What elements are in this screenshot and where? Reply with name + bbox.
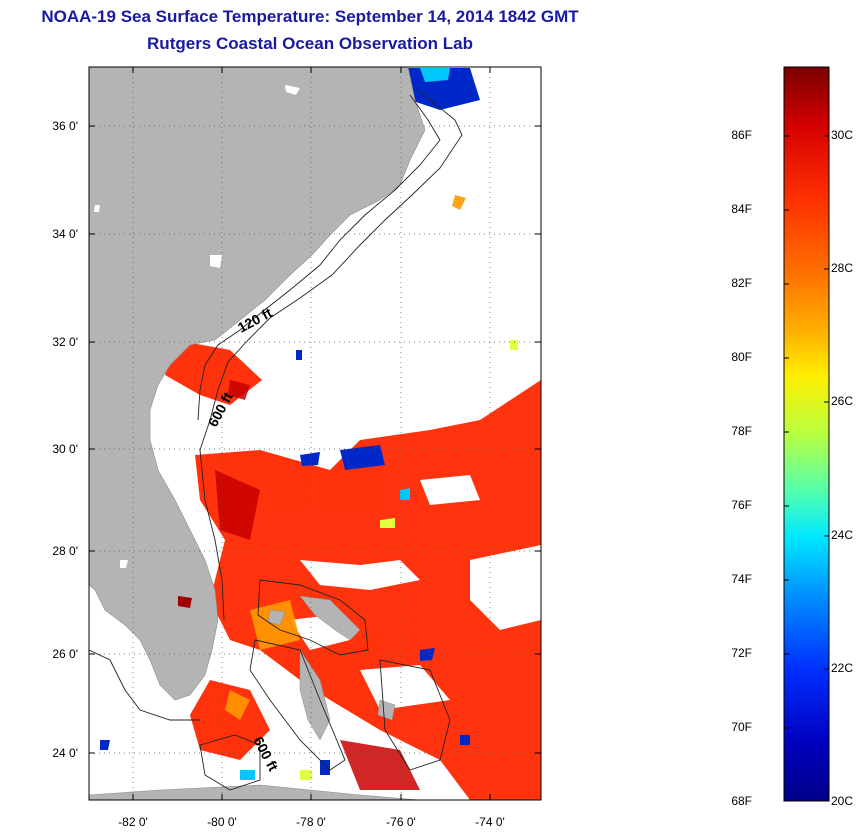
lat-label-30: 30 0'	[52, 442, 78, 456]
land-bahamas	[267, 595, 396, 741]
map-frame	[88, 66, 542, 801]
lon-label-76: -76 0'	[386, 815, 416, 829]
map-ticks	[89, 67, 541, 800]
colorbar-label-70f: 70F	[731, 720, 752, 734]
colorbar-ticks	[784, 135, 829, 729]
colorbar-label-82f: 82F	[731, 276, 752, 290]
sst-yellow-speckle	[300, 340, 518, 780]
colorbar-label-22c: 22C	[831, 661, 854, 675]
sst-cyan-speckle	[240, 68, 450, 780]
lon-label-82: -82 0'	[118, 815, 148, 829]
inland-lakes	[94, 85, 300, 608]
lon-label-80: -80 0'	[207, 815, 237, 829]
colorbar-label-72f: 72F	[731, 646, 752, 660]
map-gridlines	[89, 67, 541, 800]
lat-label-28: 28 0'	[52, 544, 78, 558]
lat-label-34: 34 0'	[52, 227, 78, 241]
map-title: NOAA-19 Sea Surface Temperature: Septemb…	[41, 7, 579, 26]
lon-label-74: -74 0'	[475, 815, 505, 829]
lat-label-32: 32 0'	[52, 335, 78, 349]
colorbar-label-24c: 24C	[831, 528, 854, 542]
colorbar-label-26c: 26C	[831, 394, 854, 408]
colorbar-label-30c: 30C	[831, 128, 854, 142]
land-mainland	[89, 67, 426, 701]
sst-fringe	[225, 195, 466, 720]
colorbar-label-68f: 68F	[731, 794, 752, 808]
map-subtitle: Rutgers Coastal Ocean Observation Lab	[147, 34, 473, 53]
lat-label-24: 24 0'	[52, 746, 78, 760]
colorbar-label-78f: 78F	[731, 424, 752, 438]
isobath-contours	[89, 89, 463, 791]
colorbar-label-86f: 86F	[731, 128, 752, 142]
colorbar-scale	[783, 66, 830, 802]
colorbar-label-28c: 28C	[831, 261, 854, 275]
lat-label-36: 36 0'	[52, 119, 78, 133]
colorbar-label-76f: 76F	[731, 498, 752, 512]
colorbar-label-80f: 80F	[731, 350, 752, 364]
colorbar-label-84f: 84F	[731, 202, 752, 216]
lat-label-26: 26 0'	[52, 647, 78, 661]
colorbar-label-74f: 74F	[731, 572, 752, 586]
colorbar-label-20c: 20C	[831, 794, 854, 808]
land-cuba	[89, 784, 421, 800]
lon-label-78: -78 0'	[296, 815, 326, 829]
